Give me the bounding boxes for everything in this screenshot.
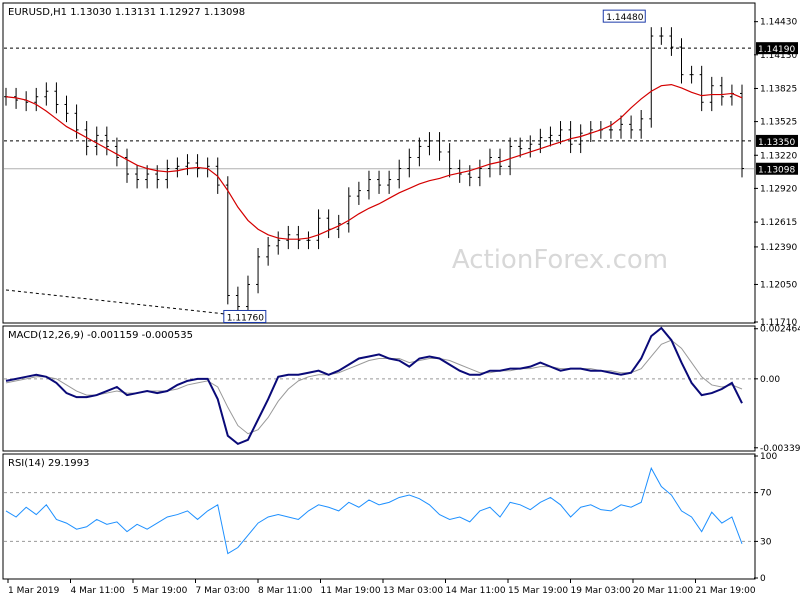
x-tick-label: 5 Mar 19:00: [133, 586, 188, 596]
rsi-y-tick-label: 70: [760, 489, 772, 499]
x-tick-label: 13 Mar 03:00: [383, 586, 443, 596]
macd-panel-frame: [2, 325, 756, 452]
price-annotations: 1.14480 1.11760: [223, 9, 646, 323]
level-label-box: [756, 42, 798, 55]
y-tick-label: 1.13220: [760, 151, 797, 161]
y-tick-label: 1.12050: [760, 280, 797, 290]
macd-line: [5, 326, 743, 446]
price-panel-frame: [2, 2, 756, 324]
trendline: [5, 289, 228, 315]
level-label-box: [756, 162, 798, 175]
x-tick-label: 1 Mar 2019: [8, 586, 60, 596]
price-axis: 1.14190 1.13350 1.13098 1.11710 1.12050 1.123…: [754, 18, 798, 328]
annotation-box: [602, 9, 646, 23]
rsi-line: [5, 466, 743, 555]
rsi-axis: 100 70 30 0: [754, 452, 777, 584]
annotation-box: [223, 309, 267, 323]
trendline-group: [5, 289, 228, 315]
x-tick-label: 14 Mar 11:00: [446, 586, 506, 596]
y-tick-label: 1.12920: [760, 184, 797, 194]
macd-panel-title: MACD(12,26,9) -0.001159 -0.000535: [8, 330, 193, 341]
y-tick-label: 1.13825: [760, 84, 797, 94]
macd-y-tick-label: 0.00: [760, 375, 780, 385]
x-tick-label: 21 Mar 19:00: [696, 586, 756, 596]
y-tick-label: 1.14430: [760, 18, 797, 28]
level-label: 1.14190: [758, 45, 795, 55]
rsi-panel-title: RSI(14) 29.1993: [8, 458, 89, 469]
y-tick-label: 1.13525: [760, 118, 797, 128]
annotation-label: 1.14480: [606, 13, 643, 23]
rsi-group: [4, 466, 754, 555]
y-tick-label: 1.11710: [760, 318, 797, 328]
macd-y-tick-label: 0.002464: [760, 325, 800, 335]
macd-signal-line: [5, 339, 743, 435]
rsi-y-tick-label: 30: [760, 537, 772, 547]
x-tick-label: 15 Mar 19:00: [508, 586, 568, 596]
x-tick-label: 20 Mar 11:00: [633, 586, 693, 596]
y-tick-label: 1.14130: [760, 51, 797, 61]
rsi-y-tick-label: 0: [760, 574, 766, 584]
time-axis: 1 Mar 2019 4 Mar 11:00 5 Mar 19:00 7 Mar 03…: [7, 579, 756, 596]
price-level-lines: [4, 47, 754, 170]
y-tick-label: 1.12390: [760, 243, 797, 253]
y-tick-label: 1.12615: [760, 218, 797, 228]
moving-average-line: [5, 83, 743, 240]
x-tick-label: 4 Mar 11:00: [71, 586, 126, 596]
price-panel-title: EURUSD,H1 1.13030 1.13131 1.12927 1.1309…: [8, 7, 245, 18]
rsi-panel-frame: [2, 453, 756, 580]
x-tick-label: 7 Mar 03:00: [196, 586, 251, 596]
watermark: ActionForex.com: [452, 245, 668, 275]
x-tick-label: 19 Mar 03:00: [571, 586, 631, 596]
annotation-label: 1.11760: [227, 313, 264, 323]
rsi-y-tick-label: 100: [760, 452, 777, 462]
x-tick-label: 8 Mar 11:00: [258, 586, 313, 596]
x-tick-label: 11 Mar 19:00: [321, 586, 381, 596]
macd-group: [4, 326, 754, 446]
level-label-box: [756, 134, 798, 147]
level-label: 1.13098: [758, 166, 795, 176]
level-label: 1.13350: [758, 138, 795, 148]
moving-average-group: [5, 83, 743, 240]
